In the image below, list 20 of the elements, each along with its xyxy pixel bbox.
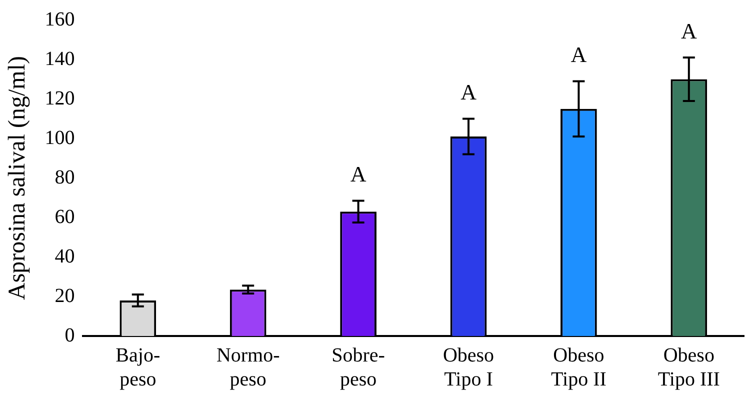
y-tick-label: 160	[44, 8, 75, 30]
annotation: A	[570, 42, 587, 68]
x-tick-label: Obeso Tipo I	[442, 344, 494, 390]
y-axis-title: Asprosina salival (ng/ml)	[4, 56, 31, 300]
y-tick-label: 20	[54, 284, 75, 307]
y-tick-label: 40	[54, 245, 75, 268]
x-tick-label: Sobre- peso	[332, 344, 385, 390]
y-tick-label: 0	[64, 324, 75, 346]
y-tick-label: 80	[54, 166, 75, 188]
y-tick-label: 60	[54, 206, 75, 228]
annotation: A	[460, 80, 477, 105]
x-tick-label: Obeso Tipo III	[658, 344, 720, 390]
x-tick-label: Normo- peso	[216, 344, 280, 390]
x-tick-label: Bajo- peso	[116, 344, 160, 390]
annotation: A	[350, 161, 366, 186]
annotation: A	[680, 18, 697, 44]
y-tick-label: 100	[44, 126, 75, 149]
x-tick-label: Obeso Tipo II	[551, 344, 606, 390]
y-tick-label: 140	[44, 48, 75, 70]
y-tick-label: 120	[44, 87, 75, 110]
